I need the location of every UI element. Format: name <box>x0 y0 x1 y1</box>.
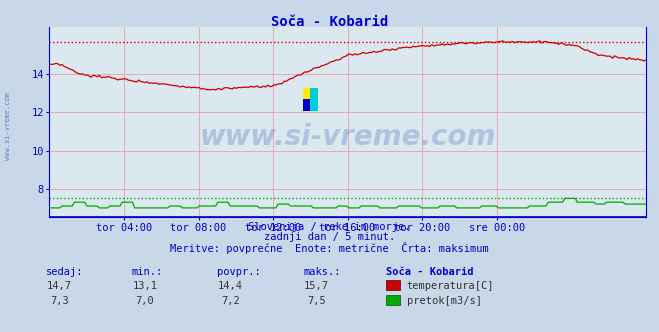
Text: 15,7: 15,7 <box>304 281 329 290</box>
Bar <box>310 88 318 99</box>
Text: povpr.:: povpr.: <box>217 267 261 277</box>
Bar <box>303 99 310 111</box>
Text: zadnji dan / 5 minut.: zadnji dan / 5 minut. <box>264 232 395 242</box>
Text: 13,1: 13,1 <box>132 281 158 290</box>
Text: pretok[m3/s]: pretok[m3/s] <box>407 296 482 306</box>
Text: Slovenija / reke in morje.: Slovenija / reke in morje. <box>248 222 411 232</box>
Text: 14,7: 14,7 <box>47 281 72 290</box>
Text: Meritve: povprečne  Enote: metrične  Črta: maksimum: Meritve: povprečne Enote: metrične Črta:… <box>170 242 489 254</box>
Text: 7,3: 7,3 <box>50 296 69 306</box>
Text: www.si-vreme.com: www.si-vreme.com <box>200 123 496 151</box>
Text: www.si-vreme.com: www.si-vreme.com <box>5 92 11 160</box>
Text: min.:: min.: <box>132 267 163 277</box>
Text: 7,2: 7,2 <box>221 296 240 306</box>
Text: maks.:: maks.: <box>303 267 341 277</box>
Text: temperatura[C]: temperatura[C] <box>407 281 494 290</box>
Text: 7,0: 7,0 <box>136 296 154 306</box>
Text: 7,5: 7,5 <box>307 296 326 306</box>
Text: 14,4: 14,4 <box>218 281 243 290</box>
Bar <box>310 99 318 111</box>
Bar <box>303 88 310 99</box>
Text: Soča - Kobarid: Soča - Kobarid <box>386 267 473 277</box>
Text: Soča - Kobarid: Soča - Kobarid <box>271 15 388 29</box>
Text: sedaj:: sedaj: <box>46 267 84 277</box>
